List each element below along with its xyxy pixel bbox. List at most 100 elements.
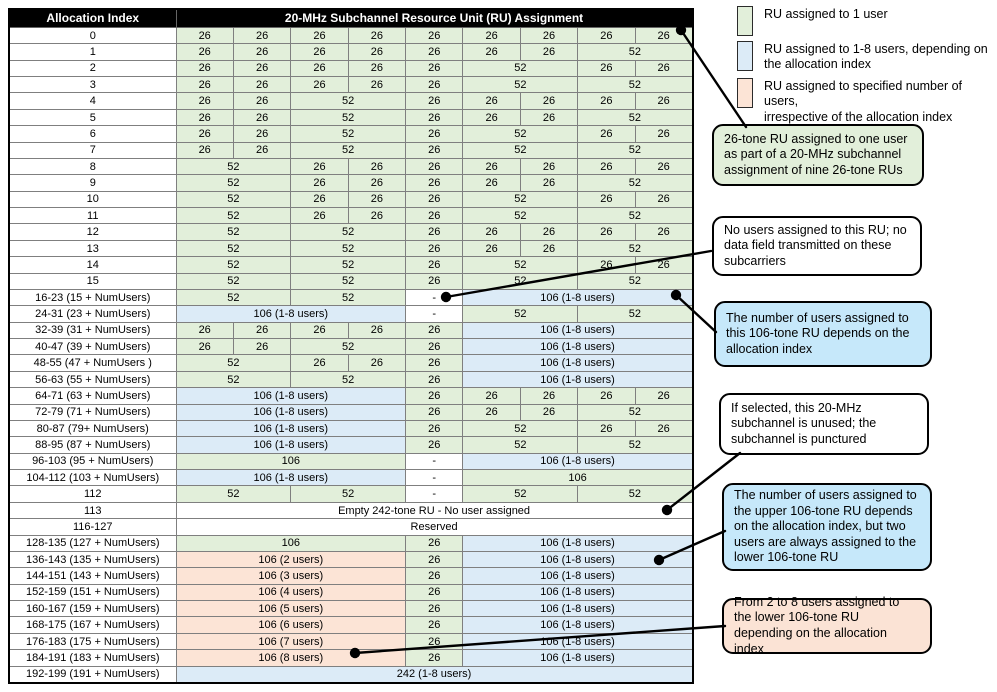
allocation-index-cell: 96-103 (95 + NumUsers) [8, 452, 177, 471]
ru-cell: 52 [290, 338, 407, 356]
ru-cell: 52 [577, 436, 694, 454]
ru-cell: 26 [175, 76, 234, 94]
ru-cell: 26 [290, 157, 349, 176]
ru-cell: 26 [347, 174, 407, 192]
table-row: 112 52 52-52 52 [8, 485, 694, 503]
ru-cell: 26 [175, 59, 234, 78]
table-row: 7 26 26 52 26 52 52 [8, 141, 694, 159]
allocation-index-cell: 72-79 (71 + NumUsers) [8, 403, 177, 421]
ru-cell: 52 [577, 207, 694, 225]
table-row: 6 26 26 52 26 52 26 26 [8, 125, 694, 143]
ru-cell: 26 [405, 141, 464, 159]
table-row: 116-127 Reserved [8, 518, 694, 536]
callout-upper-lower-106: The number of users assigned to the uppe… [722, 483, 932, 571]
ru-cell: 52 [290, 288, 407, 307]
ru-cell: 106 (1-8 users) [462, 583, 694, 602]
ru-cell: 26 [347, 43, 407, 61]
ru-cell: 26 [405, 583, 464, 602]
ru-cell: 26 [232, 125, 292, 143]
ru-cell: 26 [405, 600, 464, 618]
ru-cell: 26 [405, 59, 464, 78]
ru-cell: 26 [232, 321, 292, 340]
ru-cell: - [405, 452, 464, 471]
ru-cell: 26 [405, 370, 464, 389]
ru-cell: 26 [462, 157, 521, 176]
ru-cell: 106 (1-8 users) [462, 354, 694, 372]
callout-punctured-subchannel: If selected, this 20-MHz subchannel is u… [719, 393, 929, 455]
table-row: 40-47 (39 + NumUsers) 26 26 52 26 106 (1-8 us… [8, 338, 694, 356]
allocation-index-cell: 9 [8, 174, 177, 192]
ru-cell: 26 [519, 43, 579, 61]
table-row: 2 26 26 26 26 26 52 26 26 [8, 59, 694, 78]
legend-label: RU assigned to 1-8 users, depending on t… [764, 42, 988, 72]
ru-cell: 26 [405, 632, 464, 651]
ru-cell: 26 [175, 43, 234, 61]
allocation-index-cell: 40-47 (39 + NumUsers) [8, 338, 177, 356]
ru-cell: 52 [462, 141, 579, 159]
table-row: 64-71 (63 + NumUsers) 106 (1-8 users) 26 26… [8, 387, 694, 405]
ru-cell: 52 [290, 272, 407, 290]
table-row: 5 26 26 52 26 26 26 52 [8, 108, 694, 127]
callout-106-tone-users: The number of users assigned to this 106… [714, 301, 932, 367]
ru-cell: 26 [405, 76, 464, 94]
ru-cell: 26 [519, 157, 579, 176]
callout-no-users: No users assigned to this RU; no data fi… [712, 216, 922, 276]
allocation-index-cell: 88-95 (87 + NumUsers) [8, 436, 177, 454]
allocation-index-cell: 6 [8, 125, 177, 143]
ru-cell: Empty 242-tone RU - No user assigned [175, 501, 694, 520]
ru-cell: 26 [405, 321, 464, 340]
ru-cell: 26 [347, 321, 407, 340]
table-row: 1 26 26 26 26 26 26 26 52 [8, 43, 694, 61]
table-row: 24-31 (23 + NumUsers) 106 (1-8 users) -52 5… [8, 305, 694, 323]
ru-cell: 52 [175, 354, 292, 372]
allocation-index-cell: 116-127 [8, 518, 177, 536]
ru-cell: 52 [175, 239, 292, 258]
ru-cell: 52 [462, 207, 579, 225]
ru-cell: Reserved [175, 518, 694, 536]
ru-cell: 106 (1-8 users) [175, 469, 407, 487]
ru-cell: 26 [634, 59, 694, 78]
allocation-index-cell: 5 [8, 108, 177, 127]
allocation-index-cell: 176-183 (175 + NumUsers) [8, 632, 177, 651]
ru-cell: 106 (1-8 users) [175, 436, 407, 454]
table-row: 14 52 52 26 52 26 26 [8, 256, 694, 274]
green-swatch [737, 6, 753, 36]
table-row: 128-135 (127 + NumUsers) 106 26 106 (1-8 us… [8, 534, 694, 552]
ru-cell: 26 [290, 174, 349, 192]
table-row: 96-103 (95 + NumUsers) 106-106 (1-8 users… [8, 452, 694, 471]
ru-cell: 26 [519, 26, 579, 45]
ru-cell: 26 [405, 534, 464, 552]
ru-cell: 26 [232, 43, 292, 61]
allocation-index-cell: 11 [8, 207, 177, 225]
allocation-index-cell: 113 [8, 501, 177, 520]
ru-cell: 26 [232, 76, 292, 94]
allocation-index-cell: 8 [8, 157, 177, 176]
ru-cell: 26 [519, 108, 579, 127]
table-row: 152-159 (151 + NumUsers) 106 (4 users) 26 1… [8, 583, 694, 602]
table-row: 184-191 (183 + NumUsers) 106 (8 users) 26 1… [8, 649, 694, 667]
ru-cell: 26 [519, 92, 579, 110]
ru-cell: 26 [577, 223, 636, 241]
ru-cell: - [405, 485, 464, 503]
ru-cell: 52 [175, 223, 292, 241]
ru-cell: 52 [175, 288, 292, 307]
callout-26-tone-ru: 26-tone RU assigned to one user as part … [712, 124, 924, 186]
ru-cell: 26 [634, 256, 694, 274]
ru-cell: 26 [347, 207, 407, 225]
ru-cell: 52 [290, 223, 407, 241]
ru-cell: 26 [405, 403, 464, 421]
table-row: 0 26 26 26 26 26 26 26 26 26 [8, 26, 694, 45]
legend-item-1-8-users: RU assigned to 1-8 users, depending on t… [737, 41, 988, 73]
table-row: 72-79 (71 + NumUsers) 106 (1-8 users) 26 26… [8, 403, 694, 421]
ru-cell: 26 [519, 239, 579, 258]
ru-cell: 26 [232, 108, 292, 127]
ru-cell: 26 [405, 190, 464, 209]
ru-cell: 26 [405, 26, 464, 45]
ru-cell: 106 (1-8 users) [462, 338, 694, 356]
ru-cell: 26 [405, 616, 464, 634]
ru-cell: 26 [405, 419, 464, 438]
ru-cell: 26 [405, 108, 464, 127]
allocation-index-cell: 104-112 (103 + NumUsers) [8, 469, 177, 487]
legend-label: RU assigned to 1 user [764, 7, 888, 21]
